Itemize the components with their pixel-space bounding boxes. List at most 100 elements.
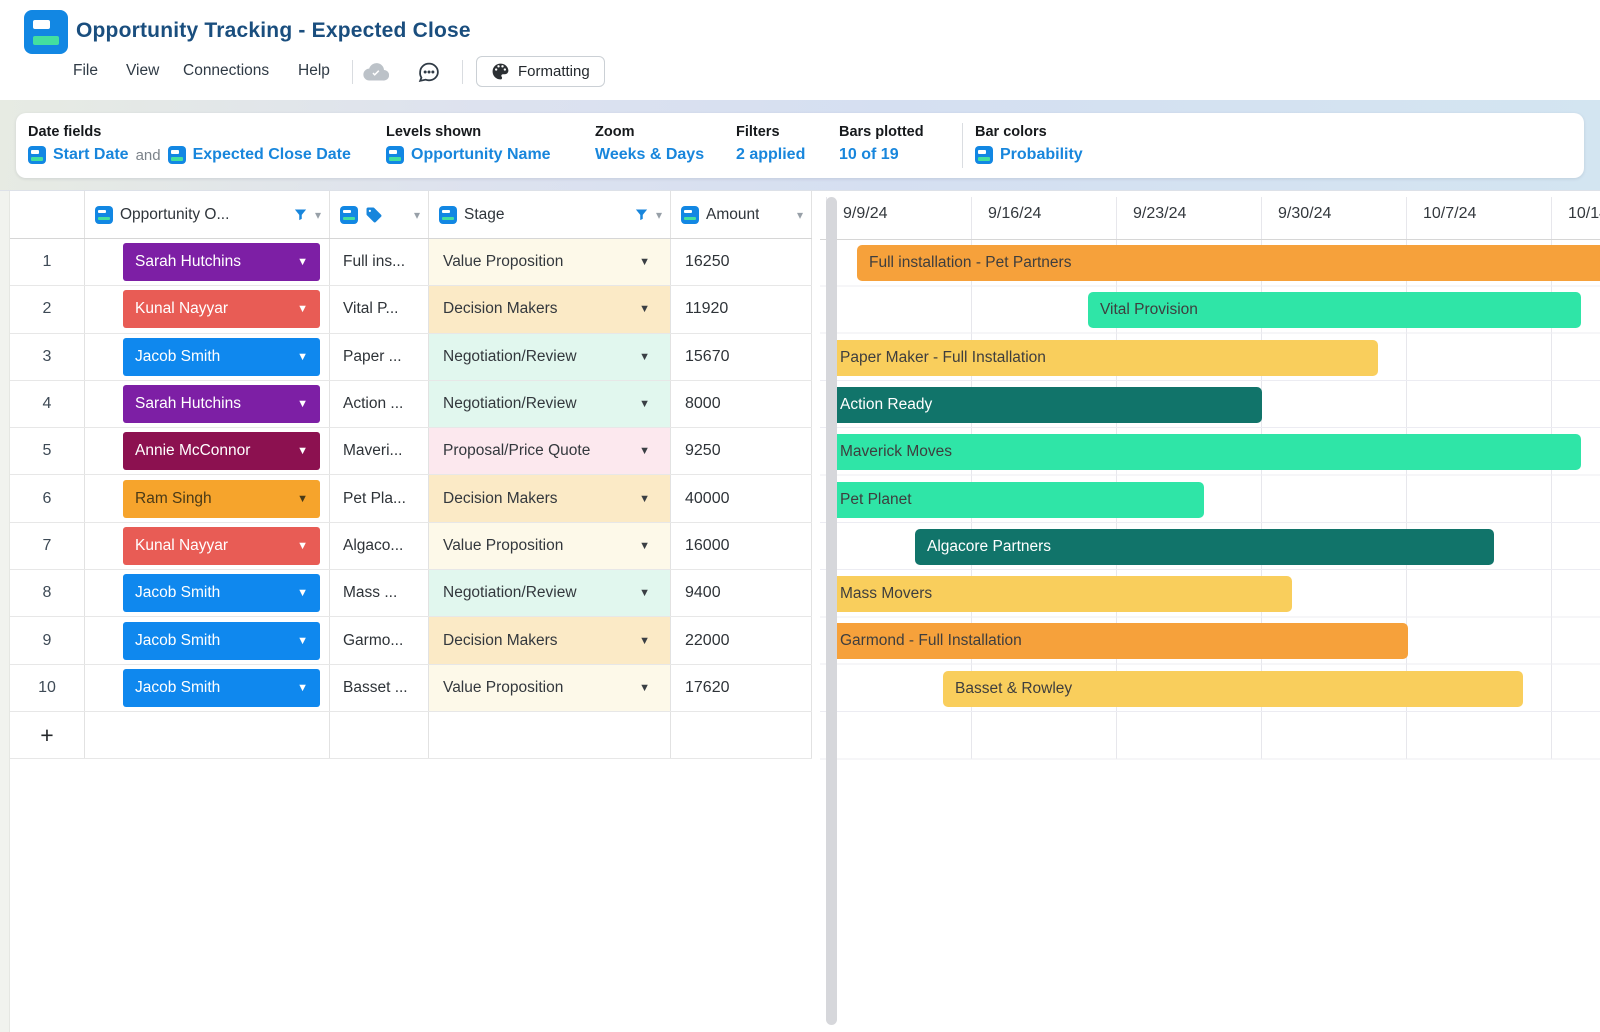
amount-cell[interactable]: 16250 — [671, 239, 812, 286]
gantt-bar[interactable]: Maverick Moves — [828, 434, 1581, 470]
menu-item-view[interactable]: View — [126, 62, 160, 79]
chevron-down-icon[interactable]: ▼ — [639, 587, 650, 600]
comments-button[interactable] — [414, 58, 442, 86]
column-header-amount[interactable]: Amount ▾ — [671, 191, 812, 238]
menu-item-connections[interactable]: Connections — [183, 62, 270, 79]
chevron-down-icon[interactable]: ▾ — [655, 207, 662, 222]
filters-link[interactable]: 2 applied — [736, 146, 806, 163]
owner-chip[interactable]: Sarah Hutchins ▼ — [123, 385, 320, 424]
opportunity-name-cell[interactable]: Full ins... — [330, 239, 429, 286]
chevron-down-icon[interactable]: ▼ — [639, 681, 650, 694]
chevron-down-icon[interactable]: ▼ — [639, 303, 650, 316]
expected-close-date-link[interactable]: Expected Close Date — [192, 146, 351, 163]
chevron-down-icon[interactable]: ▼ — [297, 587, 308, 600]
amount-cell[interactable]: 15670 — [671, 333, 812, 380]
formatting-button[interactable]: Formatting — [476, 56, 605, 87]
filter-funnel-icon[interactable] — [293, 207, 308, 222]
gantt-bar[interactable]: Full installation - Pet Partners — [857, 245, 1600, 281]
stage-cell[interactable]: Decision Makers ▼ — [429, 286, 671, 333]
add-row-button[interactable]: + — [10, 711, 85, 759]
amount-cell[interactable]: 9250 — [671, 428, 812, 475]
opportunity-name-cell[interactable]: Maveri... — [330, 428, 429, 475]
owner-chip[interactable]: Annie McConnor ▼ — [123, 432, 320, 471]
opportunity-name-cell[interactable]: Action ... — [330, 380, 429, 428]
gantt-bar[interactable]: Pet Planet — [828, 482, 1204, 518]
chevron-down-icon[interactable]: ▼ — [297, 445, 308, 458]
amount-cell[interactable]: 40000 — [671, 475, 812, 522]
amount-cell[interactable]: 9400 — [671, 570, 812, 617]
chevron-down-icon[interactable]: ▼ — [639, 398, 650, 411]
amount-cell[interactable]: 22000 — [671, 617, 812, 664]
chevron-down-icon[interactable]: ▼ — [639, 634, 650, 647]
owner-chip[interactable]: Sarah Hutchins ▼ — [123, 243, 320, 282]
chevron-down-icon[interactable]: ▼ — [297, 634, 308, 647]
bars-plotted-link[interactable]: 10 of 19 — [839, 146, 899, 163]
owner-chip[interactable]: Jacob Smith ▼ — [123, 668, 320, 707]
chevron-down-icon[interactable]: ▼ — [297, 681, 308, 694]
column-header-opportunity-name[interactable]: ▾ — [330, 191, 429, 238]
chevron-down-icon[interactable]: ▼ — [639, 445, 650, 458]
owner-chip[interactable]: Kunal Nayyar ▼ — [123, 290, 320, 329]
opportunity-name-cell[interactable]: Garmo... — [330, 617, 429, 664]
chevron-down-icon[interactable]: ▼ — [297, 539, 308, 552]
stage-cell[interactable]: Proposal/Price Quote ▼ — [429, 428, 671, 475]
chevron-down-icon[interactable]: ▾ — [314, 207, 321, 222]
owner-chip[interactable]: Ram Singh ▼ — [123, 479, 320, 518]
start-date-link[interactable]: Start Date — [53, 146, 129, 163]
amount-cell[interactable]: 16000 — [671, 522, 812, 570]
filter-funnel-icon[interactable] — [634, 207, 649, 222]
stage-cell[interactable]: Value Proposition ▼ — [429, 239, 671, 286]
stage-cell[interactable]: Negotiation/Review ▼ — [429, 380, 671, 428]
menu-item-help[interactable]: Help — [298, 62, 330, 79]
owner-chip[interactable]: Jacob Smith ▼ — [123, 574, 320, 613]
gantt-bar[interactable]: Garmond - Full Installation — [828, 623, 1408, 659]
opportunity-name-cell[interactable]: Pet Pla... — [330, 475, 429, 522]
opportunity-name-cell[interactable]: Algaco... — [330, 522, 429, 570]
column-header-stage[interactable]: Stage ▾ — [429, 191, 671, 238]
vertical-scrollbar[interactable] — [826, 197, 837, 1025]
zoom-value[interactable]: Weeks & Days — [595, 146, 704, 164]
chevron-down-icon[interactable]: ▼ — [297, 398, 308, 411]
menu-item-file[interactable]: File — [73, 62, 98, 79]
gantt-bar[interactable]: Action Ready — [828, 387, 1262, 423]
chevron-down-icon[interactable]: ▾ — [796, 207, 803, 222]
bars-plotted-value[interactable]: 10 of 19 — [839, 146, 899, 164]
bar-colors-value[interactable]: Probability — [975, 146, 1083, 164]
owner-chip[interactable]: Jacob Smith ▼ — [123, 337, 320, 376]
opportunity-name-cell[interactable]: Basset ... — [330, 664, 429, 711]
opportunity-name-cell[interactable]: Mass ... — [330, 570, 429, 617]
gantt-bar[interactable]: Vital Provision — [1088, 292, 1581, 328]
chevron-down-icon[interactable]: ▼ — [297, 303, 308, 316]
chevron-down-icon[interactable]: ▼ — [639, 256, 650, 269]
chevron-down-icon[interactable]: ▼ — [639, 492, 650, 505]
gantt-bar[interactable]: Mass Movers — [828, 576, 1292, 612]
probability-link[interactable]: Probability — [1000, 146, 1083, 163]
stage-cell[interactable]: Negotiation/Review ▼ — [429, 570, 671, 617]
stage-cell[interactable]: Value Proposition ▼ — [429, 522, 671, 570]
stage-cell[interactable]: Decision Makers ▼ — [429, 617, 671, 664]
chevron-down-icon[interactable]: ▼ — [639, 350, 650, 363]
owner-chip[interactable]: Kunal Nayyar ▼ — [123, 526, 320, 565]
chevron-down-icon[interactable]: ▼ — [297, 350, 308, 363]
opportunity-name-cell[interactable]: Vital P... — [330, 286, 429, 333]
chevron-down-icon[interactable]: ▾ — [413, 207, 420, 222]
gantt-bar[interactable]: Algacore Partners — [915, 529, 1494, 565]
opportunity-name-cell[interactable]: Paper ... — [330, 333, 429, 380]
stage-cell[interactable]: Decision Makers ▼ — [429, 475, 671, 522]
owner-chip[interactable]: Jacob Smith ▼ — [123, 621, 320, 660]
stage-cell[interactable]: Negotiation/Review ▼ — [429, 333, 671, 380]
chevron-down-icon[interactable]: ▼ — [297, 256, 308, 269]
gantt-bar[interactable]: Basset & Rowley — [943, 671, 1523, 707]
opportunity-name-link[interactable]: Opportunity Name — [411, 146, 551, 163]
amount-cell[interactable]: 11920 — [671, 286, 812, 333]
stage-cell[interactable]: Value Proposition ▼ — [429, 664, 671, 711]
amount-cell[interactable]: 17620 — [671, 664, 812, 711]
filters-value[interactable]: 2 applied — [736, 146, 805, 164]
levels-shown-value[interactable]: Opportunity Name — [386, 146, 551, 164]
zoom-link[interactable]: Weeks & Days — [595, 146, 705, 163]
amount-cell[interactable]: 8000 — [671, 380, 812, 428]
chevron-down-icon[interactable]: ▼ — [297, 492, 308, 505]
gantt-bar[interactable]: Paper Maker - Full Installation — [828, 340, 1378, 376]
chevron-down-icon[interactable]: ▼ — [639, 539, 650, 552]
column-header-opportunity-owner[interactable]: Opportunity O... ▾ — [85, 191, 330, 238]
